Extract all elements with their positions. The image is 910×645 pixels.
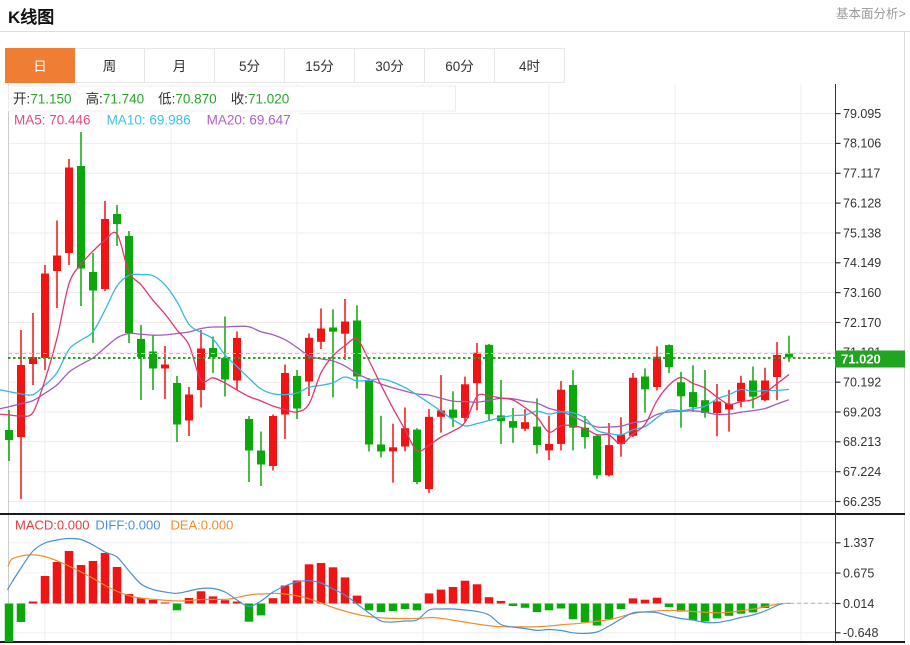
svg-text:72.170: 72.170 <box>843 316 881 330</box>
svg-text:70.192: 70.192 <box>843 376 881 390</box>
svg-text:77.117: 77.117 <box>843 167 880 181</box>
svg-text:76.128: 76.128 <box>843 196 881 210</box>
svg-text:75.138: 75.138 <box>843 226 881 240</box>
svg-text:78.106: 78.106 <box>843 137 881 151</box>
svg-text:67.224: 67.224 <box>843 465 881 479</box>
svg-text:-0.648: -0.648 <box>843 626 878 640</box>
svg-text:73.160: 73.160 <box>843 286 881 300</box>
svg-text:69.203: 69.203 <box>843 405 881 419</box>
svg-text:0.014: 0.014 <box>843 597 874 611</box>
svg-text:74.149: 74.149 <box>843 256 881 270</box>
svg-text:79.095: 79.095 <box>843 107 881 121</box>
svg-text:68.213: 68.213 <box>843 435 881 449</box>
svg-text:0.675: 0.675 <box>843 566 874 580</box>
svg-text:1.337: 1.337 <box>843 536 874 550</box>
svg-text:66.235: 66.235 <box>843 495 881 509</box>
svg-text:71.020: 71.020 <box>841 352 881 367</box>
